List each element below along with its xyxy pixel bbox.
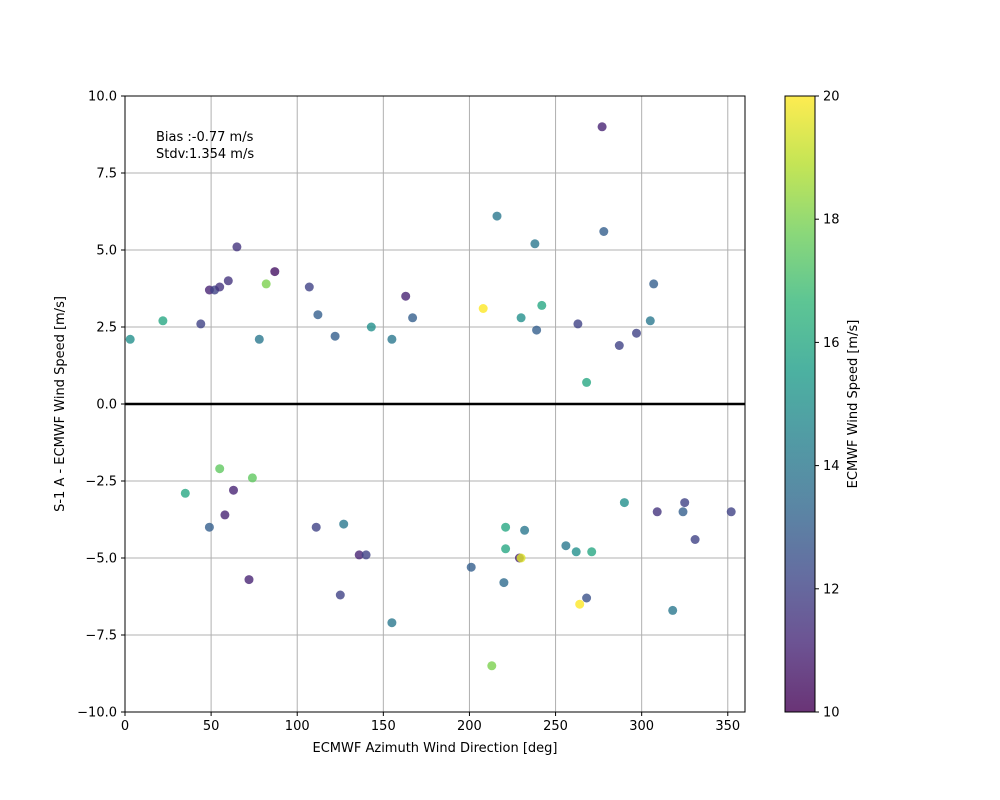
data-point [466, 562, 476, 572]
data-point [501, 544, 511, 554]
data-point [387, 334, 397, 344]
x-tick-label: 50 [203, 719, 220, 734]
data-point [614, 341, 624, 350]
data-point [204, 522, 214, 532]
data-point [499, 578, 509, 588]
y-tick-label: −2.5 [85, 475, 117, 490]
data-point [366, 322, 376, 332]
y-tick-label: 0.0 [96, 398, 117, 413]
data-point [516, 553, 526, 563]
colorbar-tick-label: 10 [823, 706, 840, 721]
colorbar-tick-label: 12 [823, 582, 840, 597]
x-tick-label: 300 [629, 719, 654, 734]
data-point [215, 282, 225, 292]
data-point [125, 334, 135, 344]
data-point [501, 522, 511, 532]
data-point [487, 661, 497, 671]
data-point [530, 239, 540, 249]
x-tick-label: 150 [371, 719, 396, 734]
data-point [311, 522, 321, 532]
data-point [597, 122, 607, 132]
colorbar-tick-label: 16 [823, 336, 840, 351]
scatter-points [125, 122, 736, 671]
x-tick-label: 0 [121, 719, 129, 734]
data-point [571, 547, 581, 557]
data-point [726, 507, 736, 517]
data-point [339, 519, 349, 529]
data-point [180, 488, 190, 498]
data-point [215, 464, 225, 474]
data-point [520, 525, 530, 535]
data-point [304, 282, 314, 292]
data-point [330, 331, 340, 341]
data-point [244, 575, 254, 585]
data-point [229, 485, 238, 495]
x-tick-label: 350 [715, 719, 740, 734]
data-point [254, 334, 264, 344]
x-axis-label: ECMWF Azimuth Wind Direction [deg] [313, 741, 558, 756]
colorbar-label: ECMWF Wind Speed [m/s] [846, 320, 861, 489]
x-tick-label: 250 [543, 719, 568, 734]
colorbar-tick-label: 20 [823, 90, 840, 105]
y-axis-label: S-1 A - ECMWF Wind Speed [m/s] [53, 296, 68, 512]
y-tick-label: −7.5 [85, 629, 117, 644]
data-point [387, 618, 397, 628]
data-point [575, 599, 585, 609]
data-point [652, 507, 662, 517]
y-tick-label: −10.0 [77, 706, 117, 721]
x-tick-label: 200 [457, 719, 482, 734]
data-point [261, 279, 271, 289]
data-point [335, 590, 345, 600]
data-point [599, 227, 609, 236]
bias-annotation: Bias :-0.77 m/s [156, 130, 254, 145]
x-tick-label: 100 [285, 719, 310, 734]
data-point [401, 291, 411, 301]
colorbar-tick-label: 14 [823, 459, 840, 474]
data-point [247, 473, 257, 483]
y-tick-label: −5.0 [85, 552, 117, 567]
data-point [582, 377, 592, 387]
data-point [668, 605, 678, 615]
y-tick-label: 7.5 [96, 167, 117, 182]
data-point [561, 541, 571, 551]
data-point [532, 325, 542, 335]
data-point [232, 242, 242, 252]
data-point [690, 535, 700, 544]
data-point [516, 313, 526, 323]
data-point [587, 547, 597, 557]
data-point [680, 498, 690, 508]
data-point [645, 316, 655, 326]
data-point [354, 550, 364, 560]
x-axis-ticks: 0 50 100 150 200 250 300 350 [121, 712, 740, 734]
data-point [478, 304, 488, 313]
data-point [158, 316, 168, 326]
data-point [270, 267, 280, 277]
y-tick-label: 10.0 [88, 90, 117, 105]
data-point [619, 498, 629, 508]
data-point [492, 211, 502, 221]
colorbar [784, 95, 816, 713]
data-point [223, 276, 233, 286]
y-tick-label: 2.5 [96, 321, 117, 336]
data-point [678, 507, 688, 517]
data-point [408, 313, 418, 323]
data-point [632, 328, 641, 338]
data-point [196, 319, 206, 329]
colorbar-ticks: 10 12 14 16 18 20 [815, 90, 840, 721]
data-point [361, 550, 371, 560]
y-tick-label: 5.0 [96, 244, 117, 259]
data-point [649, 279, 659, 289]
y-axis-ticks: −10.0 −7.5 −5.0 −2.5 0.0 2.5 5.0 7.5 10.0 [77, 90, 125, 721]
stdv-annotation: Stdv:1.354 m/s [156, 147, 254, 162]
data-point [582, 593, 592, 603]
data-point [537, 300, 547, 310]
data-point [573, 319, 583, 329]
data-point [313, 310, 323, 320]
data-point [220, 510, 230, 520]
colorbar-tick-label: 18 [823, 213, 840, 228]
